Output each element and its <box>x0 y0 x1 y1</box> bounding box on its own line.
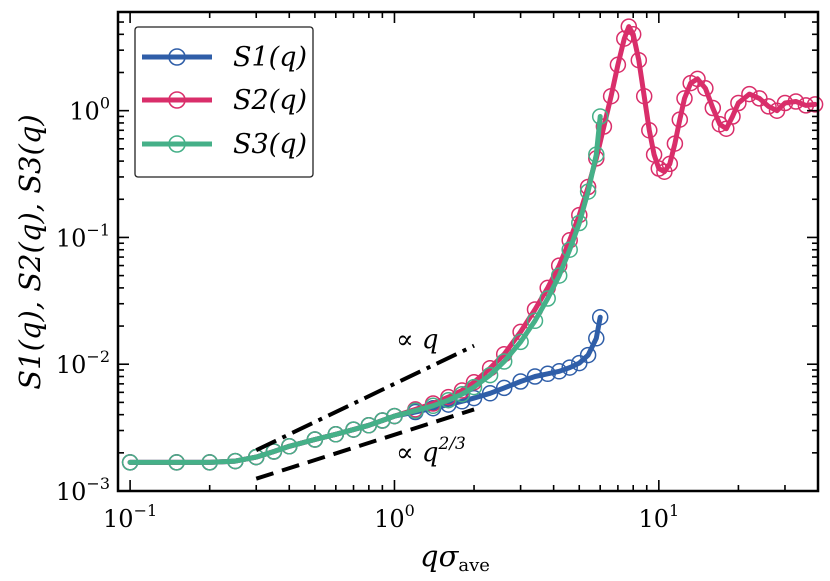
data-point-s2 <box>724 108 741 125</box>
data-point-s2 <box>704 99 722 117</box>
x-tick-label: 101 <box>638 501 679 533</box>
guide-line-prop-q-two-thirds <box>255 407 475 481</box>
data-point-s3 <box>571 214 588 232</box>
data-point-s2 <box>806 96 824 113</box>
data-point-s2 <box>697 80 714 97</box>
annotation-prop-q-two-thirds: ∝ q2/3 <box>396 434 466 468</box>
data-point-s3 <box>588 146 605 163</box>
legend-entry-s1: S1(q) <box>142 42 307 73</box>
data-point-s2 <box>666 135 684 152</box>
legend-label-s3: S3(q) <box>233 129 307 160</box>
legend-marker-s1 <box>168 48 186 66</box>
data-point-s2 <box>595 118 613 135</box>
data-point-s3 <box>327 426 345 443</box>
data-point-s2 <box>676 90 693 107</box>
data-point-s1 <box>526 368 544 385</box>
data-point-s3 <box>407 402 424 419</box>
data-point-s3 <box>561 241 578 258</box>
series-line-s3 <box>127 114 603 465</box>
data-point-s1 <box>539 365 556 383</box>
data-point-s2 <box>602 87 620 105</box>
y-tick-label: 10−3 <box>56 474 110 506</box>
x-axis-title: qσave <box>420 539 490 576</box>
data-point-s2 <box>641 122 658 139</box>
data-point-s2 <box>787 93 805 110</box>
data-point-s1 <box>495 379 513 397</box>
data-point-s3 <box>495 353 513 370</box>
legend: S1(q) S2(q) S3(q) <box>134 26 314 178</box>
data-point-s3 <box>579 183 597 200</box>
data-point-s1 <box>591 308 609 326</box>
data-point-s3 <box>512 333 529 351</box>
legend-label-s1: S1(q) <box>233 42 307 73</box>
series-line-s1 <box>127 314 603 465</box>
data-point-s3 <box>374 412 391 429</box>
data-point-s1 <box>512 373 529 390</box>
data-point-s1 <box>465 389 483 407</box>
legend-marker-s3 <box>168 135 186 153</box>
data-point-s2 <box>797 97 815 114</box>
data-point-s3 <box>424 397 442 415</box>
legend-entry-s2: S2(q) <box>142 85 307 116</box>
y-tick-label: 10−2 <box>56 347 110 379</box>
data-point-s3 <box>550 267 568 284</box>
data-point-s2 <box>616 30 633 47</box>
data-point-s1 <box>481 385 499 402</box>
y-axis-title: S1(q), S2(q), S3(q) <box>13 114 47 389</box>
guide-lines <box>255 343 475 481</box>
data-point-s2 <box>741 85 758 103</box>
data-point-s3 <box>281 438 298 455</box>
legend-label-s2: S2(q) <box>233 85 307 116</box>
data-point-s3 <box>265 443 283 460</box>
data-point-s2 <box>671 111 689 128</box>
data-point-s2 <box>730 94 747 112</box>
data-point-s3 <box>465 378 483 396</box>
data-point-s3 <box>168 454 185 471</box>
data-point-s2 <box>620 18 638 35</box>
annotation-prop-q: ∝ q <box>396 325 439 355</box>
data-point-s3 <box>345 421 362 438</box>
data-point-s1 <box>561 359 578 376</box>
x-tick-label: 10−1 <box>103 501 157 533</box>
data-point-s1 <box>550 363 568 380</box>
y-tick-label: 10−1 <box>56 220 110 252</box>
data-point-s3 <box>121 454 139 471</box>
data-point-s2 <box>630 51 648 69</box>
y-tick-label: 100 <box>69 94 110 126</box>
data-point-s1 <box>588 330 605 347</box>
data-point-s2 <box>624 26 642 43</box>
series-layer <box>121 18 824 471</box>
data-point-s3 <box>481 366 499 384</box>
data-point-s2 <box>776 94 794 112</box>
data-point-s3 <box>591 108 609 125</box>
guide-line-prop-q <box>255 343 475 452</box>
data-point-s2 <box>635 87 653 105</box>
axis-ticks: 10−1 100 101 10−3 10−2 10−1 100 <box>56 11 819 533</box>
data-point-s3 <box>201 454 218 471</box>
data-point-s3 <box>526 312 544 330</box>
data-point-s2 <box>760 98 777 115</box>
data-point-s3 <box>453 385 471 403</box>
legend-marker-s2 <box>168 91 186 109</box>
data-point-s2 <box>609 56 627 74</box>
data-point-s3 <box>306 431 324 448</box>
data-point-s3 <box>440 391 457 409</box>
data-point-s3 <box>227 452 244 470</box>
data-point-s3 <box>539 290 556 307</box>
legend-entry-s3: S3(q) <box>142 129 307 160</box>
data-point-s2 <box>661 155 679 173</box>
plot-frame <box>116 10 820 493</box>
x-tick-label: 100 <box>374 501 415 533</box>
data-point-s1 <box>579 346 597 364</box>
data-point-s3 <box>386 407 403 425</box>
